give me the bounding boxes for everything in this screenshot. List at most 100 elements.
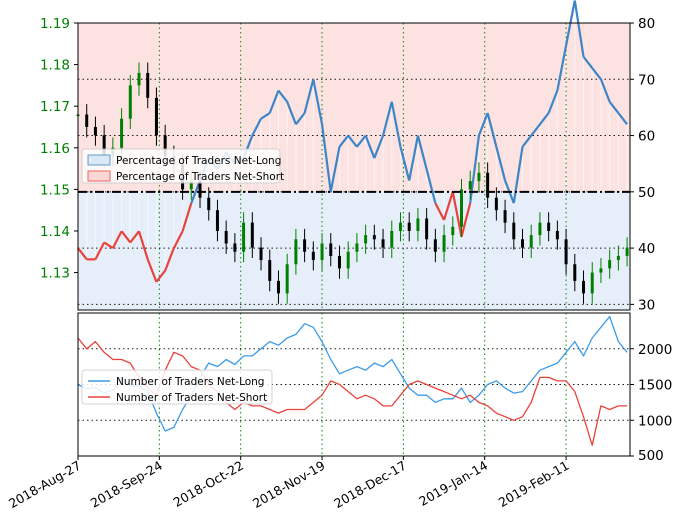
x-axis-tick-label: 2018-Sep-24 (88, 458, 165, 511)
percent-line-segment (373, 135, 385, 159)
candle-body (268, 260, 272, 281)
net-long-count-line (77, 315, 628, 432)
candle-body (494, 197, 498, 211)
candle-body (189, 181, 193, 190)
percent-line-segment (103, 241, 114, 250)
candle-body (425, 218, 429, 240)
percent-line-segment (312, 79, 324, 125)
candle-body (137, 72, 141, 86)
percent-line-segment (390, 101, 402, 148)
percent-line-segment (277, 89, 289, 103)
candle-body (163, 135, 167, 157)
candle-body (573, 264, 577, 281)
candle-body (381, 239, 385, 248)
candle-body (442, 235, 446, 252)
percent-line-segment (364, 135, 376, 159)
candle-body (503, 210, 507, 223)
bottom-right-axis-tick-label: 500 (638, 448, 664, 464)
candle-body (355, 243, 359, 252)
bottom-legend-box (81, 369, 273, 405)
candle-body (529, 235, 533, 248)
candle-body (590, 272, 594, 294)
x-axis-tick-label: 2018-Oct-22 (171, 458, 247, 510)
percent-line-segment (477, 112, 489, 136)
candle-body (102, 135, 106, 157)
percent-line-segment (338, 134, 350, 148)
candle-body (337, 255, 341, 269)
candle-body (329, 243, 333, 256)
candle-body (311, 251, 315, 261)
percent-line-segment (408, 135, 419, 181)
candle-body (582, 280, 586, 294)
percent-line-segment (356, 134, 367, 148)
percent-line-segment (486, 112, 498, 148)
x-axis-tick-label: 2019-Feb-11 (496, 458, 572, 510)
percent-line-segment (120, 230, 132, 244)
top-legend-swatch (87, 154, 111, 166)
percent-line-segment (617, 112, 628, 125)
percent-line-segment (451, 191, 463, 238)
candle-body (85, 114, 89, 127)
percent-line-segment (260, 112, 271, 120)
percent-line-segment (155, 269, 167, 283)
candle-body (459, 189, 463, 227)
candle-body (128, 85, 132, 119)
candle-body (215, 210, 219, 231)
candle-body (285, 264, 289, 294)
candle-body (608, 260, 612, 269)
left-axis-tick-label: 1.17 (40, 99, 70, 115)
bottom-legend: Number of Traders Net-Long Number of Trad… (81, 369, 273, 405)
percent-line-segment (137, 230, 149, 260)
percent-line-segment (573, 0, 585, 57)
percent-line-segment (164, 247, 175, 272)
bottom-right-axis-tick-label: 2000 (638, 342, 672, 358)
percent-line-segment (539, 112, 550, 125)
candle-body (303, 239, 307, 252)
left-axis-tick-label: 1.18 (40, 58, 70, 74)
percent-line-segment (425, 169, 437, 204)
top-legend-label: Percentage of Traders Net-Long (116, 155, 281, 167)
candle-body (233, 243, 237, 252)
candle-body (486, 172, 490, 198)
percent-line-segment (303, 78, 315, 114)
right-axis-tick-label: 30 (638, 297, 655, 313)
net-short-count-line (77, 337, 628, 446)
x-axis-tick-label: 2019-Jan-14 (416, 458, 490, 509)
candle-body (224, 230, 228, 244)
percent-line-segment (530, 123, 541, 137)
percent-line-segment (495, 146, 507, 181)
candle-body (198, 181, 202, 198)
percent-line-segment (146, 258, 158, 283)
percent-line-segment (599, 78, 611, 103)
percent-line-segment (111, 230, 123, 249)
percent-line-segment (381, 101, 393, 136)
price-candles (76, 62, 629, 304)
candle-body (407, 222, 411, 231)
candle-body (512, 222, 516, 240)
percent-line-segment (434, 202, 446, 221)
percent-line-segment (329, 146, 341, 193)
candle-body (120, 118, 124, 148)
candle-body (616, 255, 620, 261)
candle-body (390, 230, 394, 248)
candle-body (250, 222, 254, 248)
percent-line-segment (582, 56, 594, 69)
candle-body (625, 247, 629, 256)
candle-body (521, 239, 525, 248)
percent-line-segment (416, 135, 428, 170)
right-axis-tick-label: 50 (638, 185, 655, 201)
top-legend-swatch (87, 170, 111, 182)
right-axis-tick-label: 40 (638, 241, 655, 257)
percent-line-segment (320, 124, 332, 192)
percent-line-segment (460, 202, 472, 238)
x-axis-tick-label: 2018-Nov-19 (250, 458, 328, 511)
percent-line-segment (591, 67, 602, 80)
percent-line-segment (295, 112, 306, 125)
candle-body (276, 280, 280, 294)
percent-line-segment (443, 191, 454, 221)
percent-line-segment (399, 146, 411, 181)
percent-line-segment (512, 146, 524, 204)
percent-line-segment (94, 241, 106, 260)
